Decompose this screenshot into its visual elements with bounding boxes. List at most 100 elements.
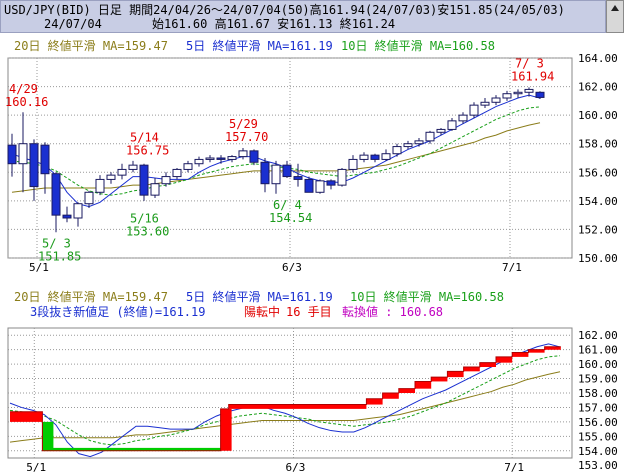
candlesticks xyxy=(7,87,545,233)
bottom-price-tick: 155.00 xyxy=(578,430,618,443)
top-price-tick: 154.00 xyxy=(578,195,618,208)
candle-down xyxy=(62,214,72,219)
candle-up xyxy=(436,128,446,133)
renko-brick-up xyxy=(228,404,367,409)
renko-bricks xyxy=(10,346,561,451)
renko-brick-up xyxy=(431,377,448,382)
candle-up xyxy=(469,104,479,116)
renko-brick-up xyxy=(528,349,545,353)
annotation-price: 157.70 xyxy=(225,130,268,144)
bottom-moving-average-lines xyxy=(9,343,561,458)
bottom-date-axis: 5/1 6/3 7/1 xyxy=(26,461,524,474)
header-ohlc: 始161.60 高161.67 安161.13 終161.24 xyxy=(152,17,396,31)
annotation-date: 5/14 xyxy=(130,131,159,145)
bottom-price-tick: 156.00 xyxy=(578,416,618,429)
annotation-price: 156.75 xyxy=(126,144,169,158)
candle-down xyxy=(29,143,39,188)
candle-up xyxy=(172,168,182,178)
candle-down xyxy=(249,150,259,163)
annotation-date: 6/ 4 xyxy=(273,198,302,212)
candle-up xyxy=(425,131,435,142)
renko-brick-up xyxy=(366,398,383,405)
renko-info: 3段抜き新値足 (終値)=161.19 xyxy=(30,304,205,319)
renko-brick-up xyxy=(220,408,232,451)
scroll-up-button[interactable] xyxy=(606,0,624,33)
candle-up xyxy=(150,183,160,196)
annotation-date: 5/16 xyxy=(130,212,159,226)
bottom-price-tick: 158.00 xyxy=(578,387,618,400)
bottom-price-tick: 159.00 xyxy=(578,373,618,386)
candle-up xyxy=(513,91,523,95)
bottom-legend-ma10: 10日 終値平滑 MA=160.58 xyxy=(350,289,504,304)
header-date: 24/07/04 xyxy=(44,17,102,31)
candle-down xyxy=(293,176,303,180)
renko-brick-up xyxy=(398,388,415,393)
renko-count: 16 手目 xyxy=(286,305,332,319)
candle-up xyxy=(194,158,204,165)
bottom-legend-ma20: 20日 終値平滑 MA=159.47 xyxy=(14,289,168,304)
renko-brick-up xyxy=(415,381,432,389)
top-date-tick: 6/3 xyxy=(282,261,302,274)
candle-up xyxy=(227,156,237,160)
renko-step-line xyxy=(10,346,561,452)
candle-up xyxy=(392,146,402,155)
top-price-tick: 152.00 xyxy=(578,223,618,236)
annotation-price: 154.54 xyxy=(269,211,312,225)
candle-down xyxy=(216,157,226,160)
renko-brick-up xyxy=(463,367,480,372)
candle-up xyxy=(403,143,413,148)
top-price-tick: 164.00 xyxy=(578,52,618,65)
renko-brick-up xyxy=(447,371,464,378)
candle-down xyxy=(370,154,380,160)
candle-up xyxy=(359,154,369,160)
bottom-date-tick: 6/3 xyxy=(286,461,306,474)
candle-up xyxy=(238,150,248,158)
top-price-tick: 162.00 xyxy=(578,81,618,94)
annotation-date: 5/ 3 xyxy=(42,237,71,251)
candle-down xyxy=(40,144,50,175)
annotation-date: 7/ 3 xyxy=(515,56,544,70)
candle-down xyxy=(260,161,270,185)
candle-up xyxy=(458,114,468,122)
annotation-price: 151.85 xyxy=(38,250,81,264)
top-legend-ma10: 10日 終値平滑 MA=160.58 xyxy=(341,38,495,53)
header-summary: USD/JPY(BID) 日足 期間24/04/26～24/07/04(50)高… xyxy=(4,3,565,17)
arrow-up-icon xyxy=(611,5,619,11)
renko-brick-up xyxy=(382,393,399,399)
annotation-date: 4/29 xyxy=(9,82,38,96)
top-date-axis: 5/1 6/3 7/1 xyxy=(29,261,522,274)
candle-up xyxy=(414,140,424,145)
bottom-price-tick: 154.00 xyxy=(578,445,618,458)
top-legend-ma5: 5日 終値平滑 MA=161.19 xyxy=(186,38,333,53)
renko-brick-down xyxy=(42,421,54,451)
bottom-ma-line-ma20 xyxy=(9,371,561,443)
renko-reversal: 転換値 : 160.68 xyxy=(342,304,443,319)
candle-down xyxy=(51,173,61,216)
candle-up xyxy=(348,158,358,170)
bottom-price-tick: 160.00 xyxy=(578,358,618,371)
candle-up xyxy=(271,164,281,185)
candle-down xyxy=(304,178,314,193)
candle-up xyxy=(128,164,138,170)
renko-brick-up xyxy=(544,346,561,350)
bottom-price-tick: 153.00 xyxy=(578,459,618,472)
top-legend-ma20: 20日 終値平滑 MA=159.47 xyxy=(14,38,168,53)
bottom-date-tick: 7/1 xyxy=(504,461,524,474)
candle-down xyxy=(7,144,17,165)
candle-up xyxy=(502,93,512,99)
top-price-tick: 158.00 xyxy=(578,138,618,151)
bottom-ma-line-ma10 xyxy=(9,355,561,446)
candle-up xyxy=(205,157,215,160)
annotation-price: 153.60 xyxy=(126,225,169,239)
bottom-date-tick: 5/1 xyxy=(26,461,46,474)
candle-up xyxy=(381,153,391,160)
candle-up xyxy=(491,97,501,103)
candle-up xyxy=(480,101,490,106)
bottom-price-tick: 157.00 xyxy=(578,401,618,414)
annotation-price: 161.94 xyxy=(511,69,554,83)
candle-up xyxy=(84,191,94,205)
candle-up xyxy=(524,88,534,93)
